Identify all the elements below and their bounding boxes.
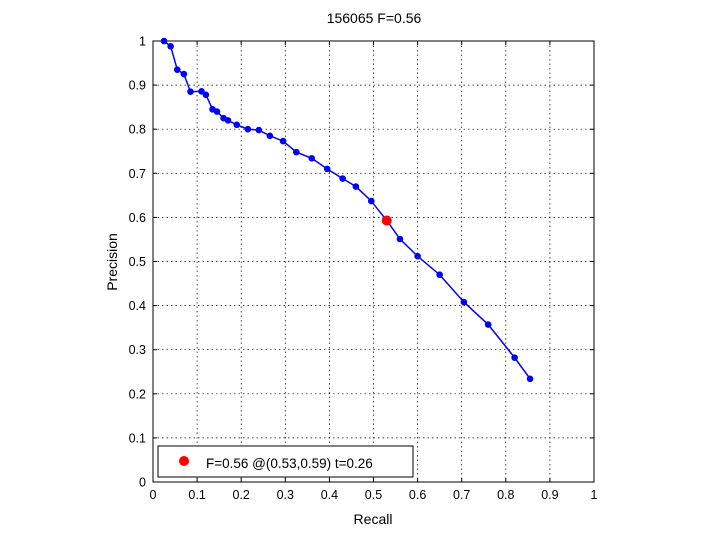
data-point [414, 252, 421, 260]
data-point [187, 88, 194, 96]
x-tick-label: 0.1 [188, 488, 205, 502]
y-tick-label: 0.2 [129, 387, 146, 401]
x-tick-label: 0.8 [497, 488, 514, 502]
data-point [167, 42, 174, 50]
data-point [213, 108, 221, 115]
x-tick-label: 0.6 [409, 488, 426, 502]
data-point [224, 117, 232, 124]
legend-box [157, 445, 414, 478]
y-tick-label: 0.6 [129, 211, 146, 225]
data-point [244, 125, 252, 133]
chart-title: 156065 F=0.56 [327, 10, 422, 26]
x-tick-label: 0.3 [277, 488, 294, 502]
data-point [202, 91, 210, 99]
y-tick-label: 0.8 [129, 123, 146, 137]
data-point [367, 197, 375, 205]
series-layer [160, 37, 534, 383]
data-point [279, 137, 287, 145]
data-point [339, 175, 346, 182]
best-f-point [381, 215, 392, 226]
x-tick-label: 0 [150, 488, 157, 502]
y-tick-label: 0 [139, 476, 146, 490]
x-tick-label: 0.9 [541, 488, 558, 502]
data-point [233, 121, 241, 129]
y-tick-label: 1 [139, 35, 146, 49]
x-axis-label: Recall [354, 511, 393, 527]
y-axis-label: Precision [104, 233, 120, 291]
y-tick-label: 0.5 [129, 255, 146, 269]
legend-label: F=0.56 @(0.53,0.59) t=0.26 [206, 456, 373, 471]
y-tick-label: 0.7 [129, 167, 146, 181]
data-point [396, 235, 404, 243]
data-point [160, 37, 168, 45]
data-point [308, 155, 316, 162]
y-tick-label: 0.3 [129, 343, 146, 357]
data-point [484, 321, 492, 328]
y-tick-label: 0.9 [129, 79, 146, 93]
data-point [293, 148, 300, 156]
y-tick-label: 0.1 [129, 431, 146, 445]
data-point [460, 298, 468, 306]
grid [153, 41, 594, 482]
legend-marker-dot [179, 456, 189, 466]
data-point [173, 66, 181, 73]
y-tick-label: 0.4 [129, 299, 146, 313]
legend: F=0.56 @(0.53,0.59) t=0.26 [157, 445, 414, 478]
data-point [323, 165, 331, 173]
data-point [198, 87, 205, 95]
x-tick-label: 0.2 [233, 488, 250, 502]
data-point [436, 271, 443, 279]
data-point [511, 354, 518, 361]
x-tick-label: 0.7 [453, 488, 470, 502]
data-point [266, 132, 274, 140]
data-point [255, 126, 263, 134]
data-point [526, 375, 534, 383]
x-tick-label: 0.5 [365, 488, 382, 502]
data-point [180, 70, 188, 78]
data-point [352, 183, 360, 190]
x-tick-label: 0.4 [321, 488, 338, 502]
x-tick-label: 1 [591, 488, 598, 502]
axis-ticks: 0 0.1 0.2 0.3 0.4 0.5 0.6 0.7 0.8 0.9 1 0 0.1 0.2 0.3 0… [129, 35, 598, 503]
